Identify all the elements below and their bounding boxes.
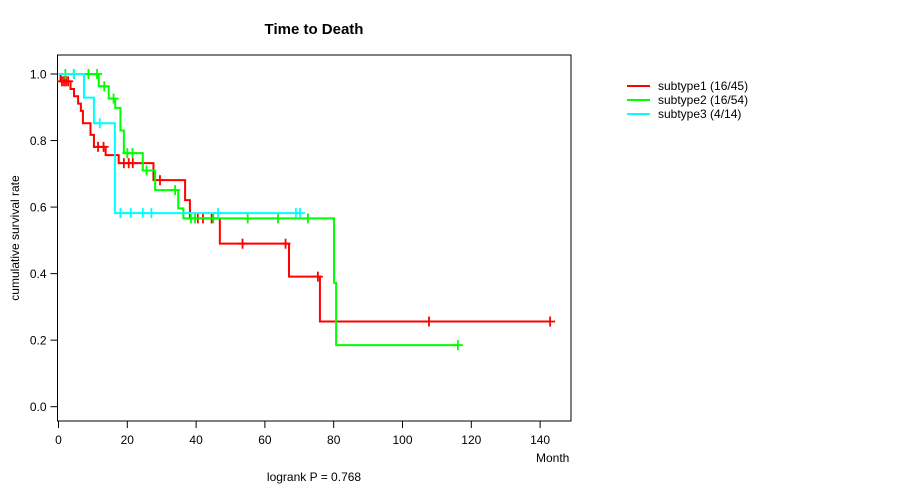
x-tick-label: 100 [392, 433, 412, 447]
legend-swatch-subtype2 [627, 99, 650, 101]
y-tick-label: 0.8 [30, 134, 47, 148]
legend-label-subtype1: subtype1 (16/45) [658, 79, 749, 93]
legend-label-subtype2: subtype2 (16/54) [658, 93, 749, 107]
survival-curve-subtype2 [58, 73, 458, 347]
y-tick-label: 1.0 [30, 68, 47, 82]
logrank-pvalue-label: logrank P = 0.768 [266, 470, 362, 484]
legend-swatch-subtype3 [627, 113, 650, 115]
x-axis-label: Month [536, 451, 570, 465]
legend-item-subtype2: subtype2 (16/54) [627, 93, 748, 107]
x-tick-label: 80 [327, 433, 341, 447]
legend: subtype1 (16/45) subtype2 (16/54) subtype3… [627, 79, 748, 121]
y-tick-label: 0.4 [30, 267, 47, 281]
survival-curve-subtype3 [58, 73, 300, 215]
survival-curve-subtype1 [58, 73, 551, 323]
x-tick-label: 0 [55, 433, 62, 447]
legend-item-subtype3: subtype3 (4/14) [627, 107, 748, 121]
y-tick-label: 0.2 [30, 334, 47, 348]
plot-frame [57, 54, 572, 422]
chart-title: Time to Death [264, 21, 364, 38]
y-tick-label: 0.0 [30, 400, 47, 414]
legend-item-subtype1: subtype1 (16/45) [627, 79, 748, 93]
x-tick-label: 120 [461, 433, 481, 447]
legend-swatch-subtype1 [627, 85, 650, 87]
x-tick-label: 20 [121, 433, 135, 447]
x-tick-label: 60 [258, 433, 272, 447]
y-tick-label: 0.6 [30, 201, 47, 215]
x-tick-label: 140 [530, 433, 550, 447]
legend-label-subtype3: subtype3 (4/14) [658, 107, 742, 121]
x-tick-label: 40 [189, 433, 203, 447]
